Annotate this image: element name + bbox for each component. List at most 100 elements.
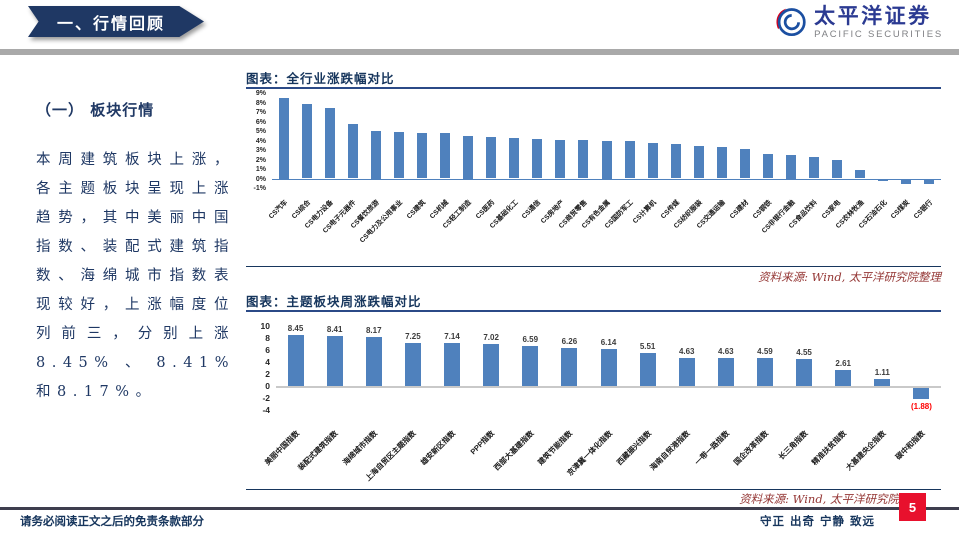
y-tick-label: 6 xyxy=(265,345,270,355)
value-label: 1.11 xyxy=(874,368,890,378)
y-tick-label: -1% xyxy=(253,185,266,192)
y-tick-label: 4% xyxy=(255,137,266,145)
y-tick-label: 0% xyxy=(255,175,266,183)
value-label: 4.63 xyxy=(678,347,695,357)
category-label: 海南自贸港指数 xyxy=(648,428,692,473)
y-tick-label: 8 xyxy=(265,333,270,343)
company-logo: 太平洋证券 PACIFIC SECURITIES xyxy=(771,5,943,41)
category-label: 雄安新区指数 xyxy=(418,428,458,467)
logo-name-en: PACIFIC SECURITIES xyxy=(814,29,943,41)
bar xyxy=(913,387,930,399)
industry-change-bar-chart: 9% 8% 7% 6% 5% 4% 3% 2% 1% 0% -1% CS汽车 CS综合 CS电力设备 CS电… xyxy=(246,90,941,265)
y-tick-label: 1% xyxy=(255,166,266,173)
chart2-source-note: 资料来源: Wind, 太平洋研究院整理 xyxy=(739,492,922,506)
value-label: 6.14 xyxy=(600,338,617,348)
bar xyxy=(393,131,404,179)
bar xyxy=(693,146,704,179)
bar xyxy=(522,346,539,386)
y-tick-label: 5% xyxy=(255,128,266,135)
bar xyxy=(483,343,500,386)
y-tick-label: 9% xyxy=(255,90,266,97)
category-label: 精准扶贫指数 xyxy=(810,428,849,467)
header-divider xyxy=(0,49,959,55)
bar xyxy=(561,348,578,386)
bar xyxy=(326,335,343,386)
bar xyxy=(416,132,427,179)
bar xyxy=(717,358,734,386)
category-label: CS银行 xyxy=(913,199,935,221)
chart2-title: 图表：主题板块周涨跌幅对比 xyxy=(246,294,422,309)
y-tick-label: -4 xyxy=(262,405,270,415)
value-label: 7.02 xyxy=(483,332,499,342)
pacific-logo-icon xyxy=(776,8,806,37)
bar xyxy=(486,136,497,179)
bar xyxy=(555,139,566,179)
chart1-bottom-rule xyxy=(246,266,941,267)
bar xyxy=(756,358,773,386)
bar xyxy=(878,180,889,181)
category-label: CS计算机 xyxy=(631,199,658,226)
bar xyxy=(924,180,935,185)
category-label: CS煤炭 xyxy=(890,199,912,221)
bar xyxy=(832,160,843,179)
bar xyxy=(716,147,727,179)
section-banner: 一、行情回顾 xyxy=(28,6,204,37)
bar xyxy=(601,140,612,179)
bar xyxy=(874,379,891,386)
bar xyxy=(678,358,695,386)
chart1-title: 图表：全行业涨跌幅对比 xyxy=(246,71,395,86)
chart1-title-underline xyxy=(246,87,941,89)
value-label: (1.88) xyxy=(910,402,932,412)
category-label: 西藏振兴指数 xyxy=(614,428,653,467)
bar xyxy=(739,149,750,179)
logo-text: 太平洋证券 PACIFIC SECURITIES xyxy=(814,6,943,40)
y-tick-label: 2% xyxy=(255,156,266,164)
category-label: 建筑节能指数 xyxy=(536,428,575,467)
footer-divider xyxy=(0,507,959,510)
bar xyxy=(578,139,589,179)
page-number-badge: 5 xyxy=(899,493,926,521)
subsection-title: （一） 板块行情 xyxy=(36,101,155,119)
bar xyxy=(370,131,381,179)
bar xyxy=(624,141,635,179)
y-tick-label: 6% xyxy=(255,118,266,126)
value-label: 4.59 xyxy=(757,347,773,357)
bar xyxy=(404,342,421,386)
value-label: 6.26 xyxy=(561,337,578,347)
category-label: 长三角指数 xyxy=(776,428,810,462)
bar xyxy=(324,108,335,179)
value-label: 4.63 xyxy=(718,347,734,357)
category-label: CS建材 xyxy=(728,199,750,221)
category-label: 西部大基建指数 xyxy=(491,428,536,473)
y-tick-label: 3% xyxy=(255,147,266,154)
bar xyxy=(647,143,658,179)
value-label: 2.61 xyxy=(835,359,851,369)
x-axis-line xyxy=(276,386,941,388)
bar xyxy=(440,132,451,179)
bar xyxy=(901,180,912,184)
bar xyxy=(278,97,289,179)
bar xyxy=(809,156,820,179)
bar xyxy=(639,352,656,386)
bar xyxy=(463,135,474,179)
bar xyxy=(600,349,617,386)
category-label: 国企改革指数 xyxy=(731,428,771,467)
y-tick-label: 0 xyxy=(265,381,270,391)
category-label: 海绵城市指数 xyxy=(340,428,379,467)
bar xyxy=(532,138,543,179)
value-label: 7.25 xyxy=(405,331,421,341)
bar xyxy=(762,153,773,179)
bar xyxy=(796,358,813,386)
value-label: 5.51 xyxy=(639,341,656,351)
y-tick-label: 2 xyxy=(265,369,270,379)
bar xyxy=(301,104,312,179)
commentary-paragraph: 本周建筑板块上涨，各主题板块呈现上涨趋势，其中美丽中国指数、装配式建筑指数、海绵… xyxy=(36,152,235,400)
value-label: 4.55 xyxy=(796,347,812,357)
category-label: 美丽中国指数 xyxy=(262,428,301,467)
bar xyxy=(444,343,461,386)
category-label: CS建筑 xyxy=(405,199,428,221)
bar xyxy=(670,144,681,179)
x-axis-line xyxy=(272,178,941,180)
logo-name-cn: 太平洋证券 xyxy=(814,5,932,29)
